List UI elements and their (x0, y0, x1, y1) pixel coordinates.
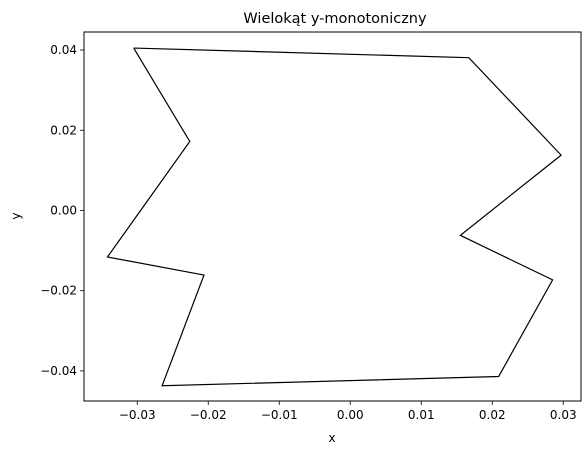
x-tick-label: −0.03 (119, 408, 156, 422)
chart-title: Wielokąt y-monotoniczny (243, 11, 427, 27)
x-tick-label: 0.01 (408, 408, 435, 422)
x-tick-label: 0.03 (550, 408, 577, 422)
x-axis-ticks: −0.03 −0.02 −0.01 0.00 0.01 0.02 0.03 (119, 401, 577, 422)
polygon-outline-series-0 (106, 47, 563, 387)
x-tick-label: 0.00 (337, 408, 364, 422)
y-tick-label: −0.04 (40, 364, 77, 378)
y-tick-label: −0.02 (40, 284, 77, 298)
y-tick-label: 0.04 (50, 43, 77, 57)
axes-frame (83, 31, 582, 402)
y-axis-ticks: −0.04 −0.02 0.00 0.02 0.04 (40, 43, 84, 378)
y-axis-label: y (9, 212, 23, 219)
x-tick-label: −0.02 (190, 408, 227, 422)
y-tick-label: 0.00 (50, 203, 77, 217)
x-tick-label: 0.02 (479, 408, 506, 422)
x-axis-label: x (328, 431, 335, 445)
plot-area (106, 47, 563, 387)
y-tick-label: 0.02 (50, 123, 77, 137)
x-tick-label: −0.01 (261, 408, 298, 422)
